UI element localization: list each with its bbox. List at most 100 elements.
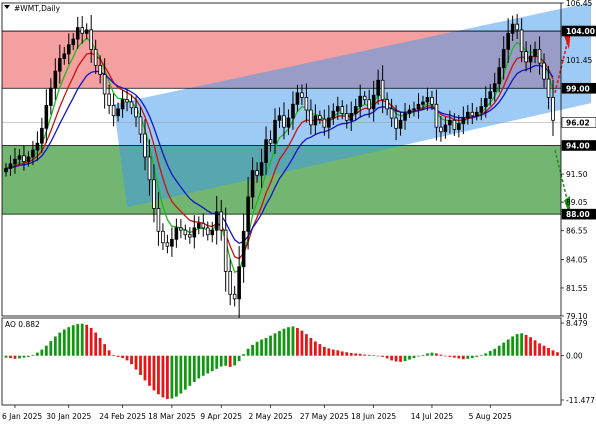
candle <box>161 230 165 244</box>
price-tag-99.00 <box>561 82 596 94</box>
candle <box>84 29 89 34</box>
ao-bar <box>206 355 210 374</box>
ao-bar <box>488 351 492 356</box>
x-tick-label: 18 Jun 2025 <box>351 412 396 421</box>
ao-bar <box>551 350 555 356</box>
ao-bar <box>358 353 362 356</box>
candle <box>93 48 98 66</box>
x-tick-label: 2 May 2025 <box>248 412 292 421</box>
ao-bar <box>143 355 147 381</box>
candle <box>407 109 412 114</box>
candle <box>13 158 17 165</box>
ao-bar <box>515 334 519 356</box>
ao-bar <box>210 355 214 372</box>
candle <box>179 227 183 231</box>
ao-bar <box>80 323 84 356</box>
candle <box>466 111 470 119</box>
price-tag-104.00 <box>561 25 596 37</box>
ao-bar <box>264 337 268 356</box>
ao-bar <box>215 355 219 369</box>
candle <box>376 79 380 96</box>
ao-bar <box>174 355 178 397</box>
ao-bar <box>556 352 559 356</box>
ao-indicator-title: AO 0.882 <box>5 320 40 329</box>
candle <box>174 227 179 240</box>
ao-bar <box>466 355 470 359</box>
candle <box>416 103 421 110</box>
candle <box>259 162 264 176</box>
x-tick-label: 9 Apr 2025 <box>200 412 242 421</box>
candle <box>62 53 67 59</box>
candle <box>277 115 282 121</box>
candle <box>349 113 354 121</box>
ao-bar <box>27 355 30 357</box>
candle <box>228 270 232 295</box>
candle <box>461 117 466 125</box>
ao-bar <box>327 348 331 356</box>
candle <box>273 119 277 144</box>
candle <box>362 95 367 101</box>
candle <box>250 170 255 198</box>
candle <box>528 55 533 63</box>
candle <box>264 139 268 164</box>
ao-bar <box>269 335 272 356</box>
candle <box>335 106 340 112</box>
candle <box>344 113 349 121</box>
candle <box>89 29 93 50</box>
dropdown-triangle-icon[interactable] <box>4 5 10 9</box>
candle <box>439 126 443 133</box>
ao-bar <box>439 354 443 356</box>
candle <box>156 208 161 232</box>
ao-bar <box>538 343 541 356</box>
candle <box>205 227 210 236</box>
ao-bar <box>188 355 192 386</box>
ao-bar <box>547 347 550 356</box>
x-tick-label: 6 Jan 2025 <box>2 412 42 421</box>
ao-bar <box>197 355 201 379</box>
candle <box>183 229 188 236</box>
ao-bar <box>331 349 335 356</box>
ao-bar <box>296 327 299 356</box>
ao-bar <box>161 355 165 398</box>
candle <box>214 211 219 231</box>
ao-bar <box>40 349 44 356</box>
ao-bar <box>372 355 376 356</box>
ao-bar <box>349 353 353 356</box>
candle <box>138 116 143 135</box>
candle <box>394 117 398 129</box>
candle <box>71 38 76 46</box>
ao-bar <box>98 337 102 356</box>
ao-bar <box>35 352 39 356</box>
price-tag-label: 88.00 <box>566 210 590 219</box>
candle <box>268 139 273 144</box>
candle <box>322 118 327 128</box>
ao-bar <box>76 324 80 356</box>
candle <box>22 155 26 162</box>
ao-bar <box>242 354 246 356</box>
candle <box>26 156 31 162</box>
ao-bar <box>345 352 349 356</box>
candle <box>443 124 448 133</box>
ao-bar <box>94 332 98 356</box>
ao-panel-frame <box>1 317 562 406</box>
candle <box>111 105 116 117</box>
candle <box>152 179 156 209</box>
price-panel-frame <box>1 2 562 317</box>
candle <box>421 101 425 105</box>
x-tick-label: 30 Jan 2025 <box>46 412 91 421</box>
candle <box>380 79 385 101</box>
ao-bar <box>403 355 407 362</box>
candle <box>80 27 85 34</box>
ao-bar <box>399 355 402 362</box>
candle <box>102 74 107 95</box>
ao-bar <box>251 344 254 356</box>
price-tag-label: 104.00 <box>566 27 595 36</box>
price-tick-label: 91.50 <box>566 170 588 179</box>
ao-bar <box>152 355 156 391</box>
ao-bar <box>18 355 21 359</box>
ao-bar <box>511 336 515 356</box>
ao-bar <box>305 334 308 356</box>
ao-bar <box>457 355 461 359</box>
